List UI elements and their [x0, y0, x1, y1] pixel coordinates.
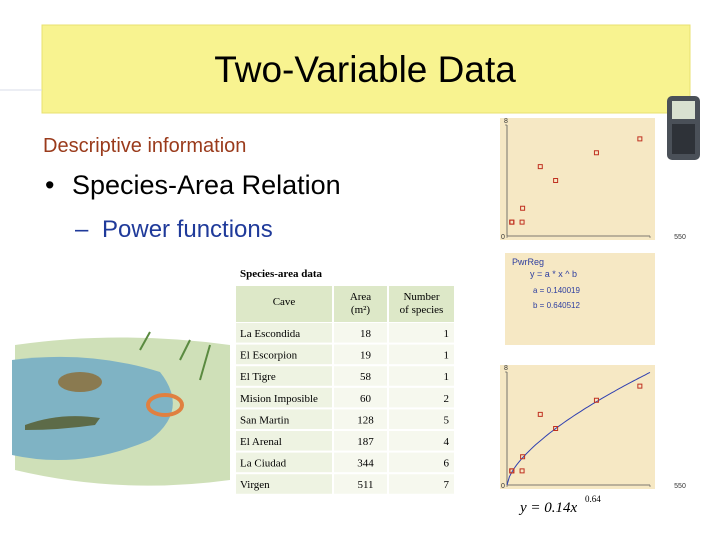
subtitle: Descriptive information — [43, 135, 246, 157]
cell — [334, 409, 387, 429]
illustration — [12, 331, 230, 486]
regression-curve — [506, 371, 651, 486]
point — [519, 219, 525, 225]
cave-name: El Tigre — [240, 371, 276, 383]
cave-name: La Escondida — [240, 328, 300, 340]
column-header: Cave — [273, 296, 296, 308]
x-tick-label: 0 — [501, 483, 505, 490]
cell-value: 1 — [444, 371, 450, 383]
cell-value: 19 — [360, 350, 372, 362]
column-header: Area (m²) — [350, 291, 371, 316]
calculator-icon — [667, 96, 700, 160]
y-tick-label: 8 — [504, 365, 508, 372]
cell-value: 58 — [360, 371, 372, 383]
cell — [236, 431, 332, 451]
cell — [389, 323, 454, 343]
cell-value: 4 — [444, 436, 450, 448]
cave-name: El Arenal — [240, 436, 282, 448]
coefficient: b = 0.640512 — [533, 301, 580, 310]
cell — [389, 474, 454, 494]
cell-value: 18 — [360, 328, 372, 340]
point — [537, 164, 543, 170]
cell — [334, 474, 387, 494]
cell-value: 2 — [444, 393, 450, 405]
cell — [389, 387, 454, 408]
cell — [236, 474, 332, 494]
x-tick-label: 550 — [674, 483, 686, 490]
cell — [389, 366, 454, 386]
point — [520, 454, 526, 460]
y-tick-label: 8 — [504, 118, 508, 125]
point — [509, 468, 515, 474]
column-header: Number of species — [400, 291, 444, 316]
point — [637, 383, 643, 389]
cell — [334, 344, 387, 365]
cell — [236, 323, 332, 343]
cell-value: 6 — [444, 458, 450, 470]
point — [520, 205, 526, 211]
cell — [236, 409, 332, 429]
formula-exponent: 0.64 — [585, 494, 601, 504]
cell — [236, 387, 332, 408]
table: Cave Area (m²) Number of species La Escondida… — [236, 286, 454, 494]
cell-value: 5 — [444, 414, 450, 426]
regression-equation: y = a * x ^ b — [530, 269, 577, 279]
cell — [334, 387, 387, 408]
cell — [389, 431, 454, 451]
bullet: Species-Area Relation — [72, 170, 341, 200]
cell-value: 60 — [360, 393, 372, 405]
point — [593, 150, 599, 156]
table-caption: Species-area data — [240, 268, 322, 280]
coefficient: a = 0.140019 — [533, 286, 580, 295]
cell — [334, 431, 387, 451]
cave-name: El Escorpion — [240, 350, 298, 362]
formula: y = 0.14x — [518, 500, 578, 516]
cell — [389, 452, 454, 473]
cell-value: 1 — [444, 328, 450, 340]
cell — [236, 344, 332, 365]
cave-name: Mision Imposible — [240, 393, 318, 405]
cell — [334, 452, 387, 473]
cell-value: 187 — [357, 436, 374, 448]
cell-value: 344 — [357, 458, 374, 470]
point — [637, 136, 643, 142]
header-cell — [389, 286, 454, 322]
sub-bullet: Power functions — [102, 216, 273, 243]
cell — [334, 366, 387, 386]
cell-value: 511 — [357, 479, 373, 491]
sub-bullet-dash: – — [75, 216, 89, 243]
point — [509, 219, 515, 225]
point — [537, 411, 543, 417]
header-cell — [334, 286, 387, 322]
x-tick-label: 550 — [674, 234, 686, 241]
cell — [236, 452, 332, 473]
regression-title: PwrReg — [512, 257, 544, 267]
cell-value: 1 — [444, 350, 450, 362]
point — [553, 178, 559, 183]
x-tick-label: 0 — [501, 234, 505, 241]
point — [553, 426, 559, 431]
cell — [389, 409, 454, 429]
cell — [236, 366, 332, 386]
point — [593, 397, 599, 403]
cave-name: San Martin — [240, 414, 290, 426]
cave-name: La Ciudad — [240, 458, 287, 470]
cell — [334, 323, 387, 343]
plot-panel — [500, 118, 655, 240]
cell-value: 128 — [357, 414, 374, 426]
point — [519, 468, 525, 474]
title: Two-Variable Data — [214, 49, 516, 90]
cave-name: Virgen — [240, 479, 270, 491]
title-box — [41, 24, 691, 114]
regression-panel — [505, 253, 655, 345]
cell — [389, 344, 454, 365]
header-cell — [236, 286, 332, 322]
cell-value: 7 — [444, 479, 450, 491]
bullet-dot: • — [45, 170, 54, 200]
plot-panel — [500, 365, 655, 489]
